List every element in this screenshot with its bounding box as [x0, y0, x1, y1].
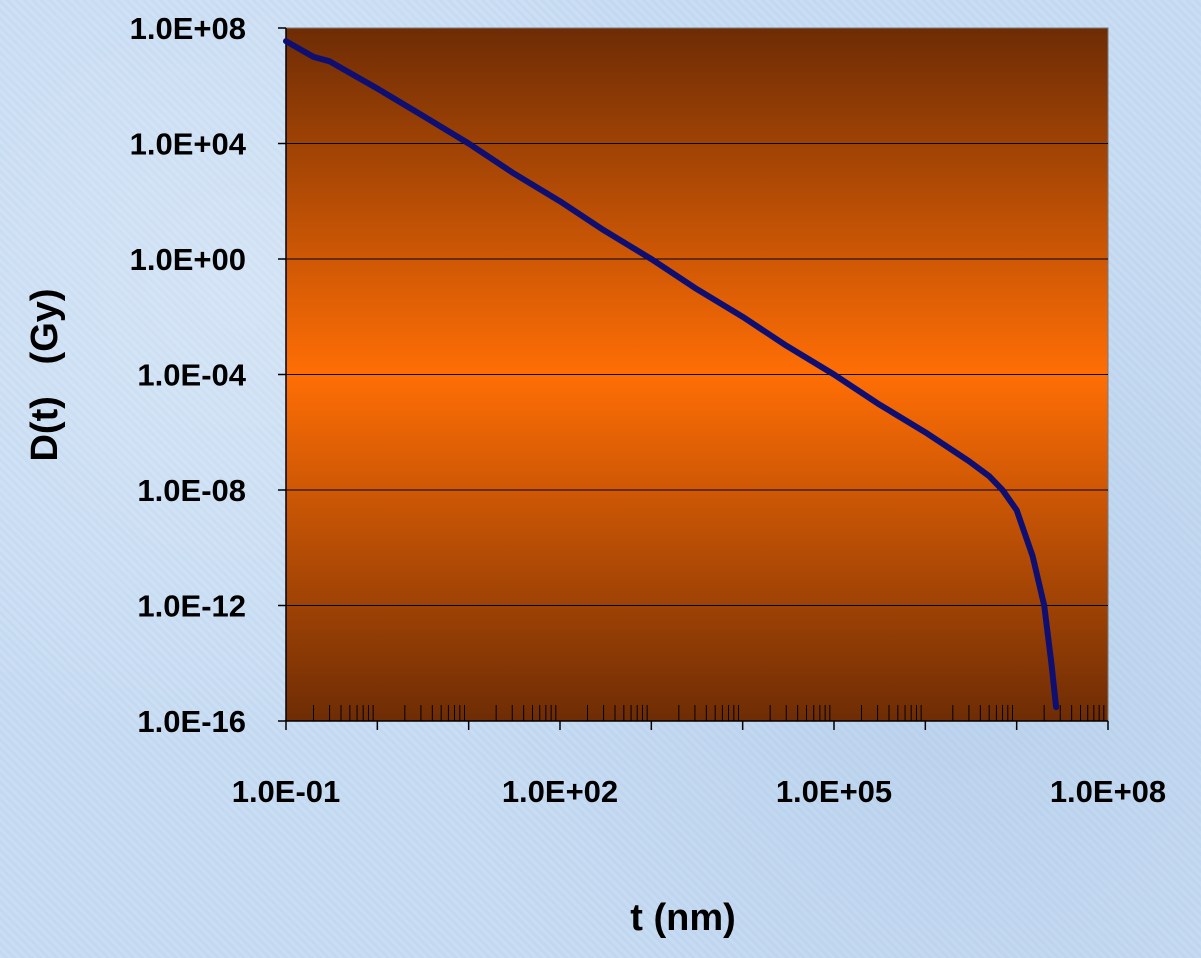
y-axis-title: D(t) (Gy) — [24, 288, 66, 461]
y-tick-label: 1.0E-16 — [137, 704, 246, 739]
y-tick-label: 1.0E-12 — [137, 589, 246, 624]
axes — [278, 27, 1109, 730]
x-tick-label: 1.0E+08 — [1050, 774, 1166, 809]
x-axis-title: t (nm) — [630, 897, 736, 939]
tick-labels: 1.0E+08 1.0E+04 1.0E+00 1.0E-04 1.0E-08 1.0E-… — [130, 11, 1167, 809]
series-layer — [283, 38, 1060, 711]
y-tick-label: 1.0E+08 — [130, 11, 246, 46]
series-line — [283, 38, 1060, 711]
y-tick-label: 1.0E+04 — [130, 127, 247, 162]
y-tick-label: 1.0E+00 — [130, 242, 246, 277]
x-tick-label: 1.0E+02 — [502, 774, 618, 809]
x-tick-label: 1.0E+05 — [776, 774, 892, 809]
y-tick-label: 1.0E-04 — [137, 358, 246, 393]
grid-lines — [286, 143, 1108, 606]
x-tick-label: 1.0E-01 — [232, 774, 341, 809]
y-tick-label: 1.0E-08 — [137, 473, 246, 508]
